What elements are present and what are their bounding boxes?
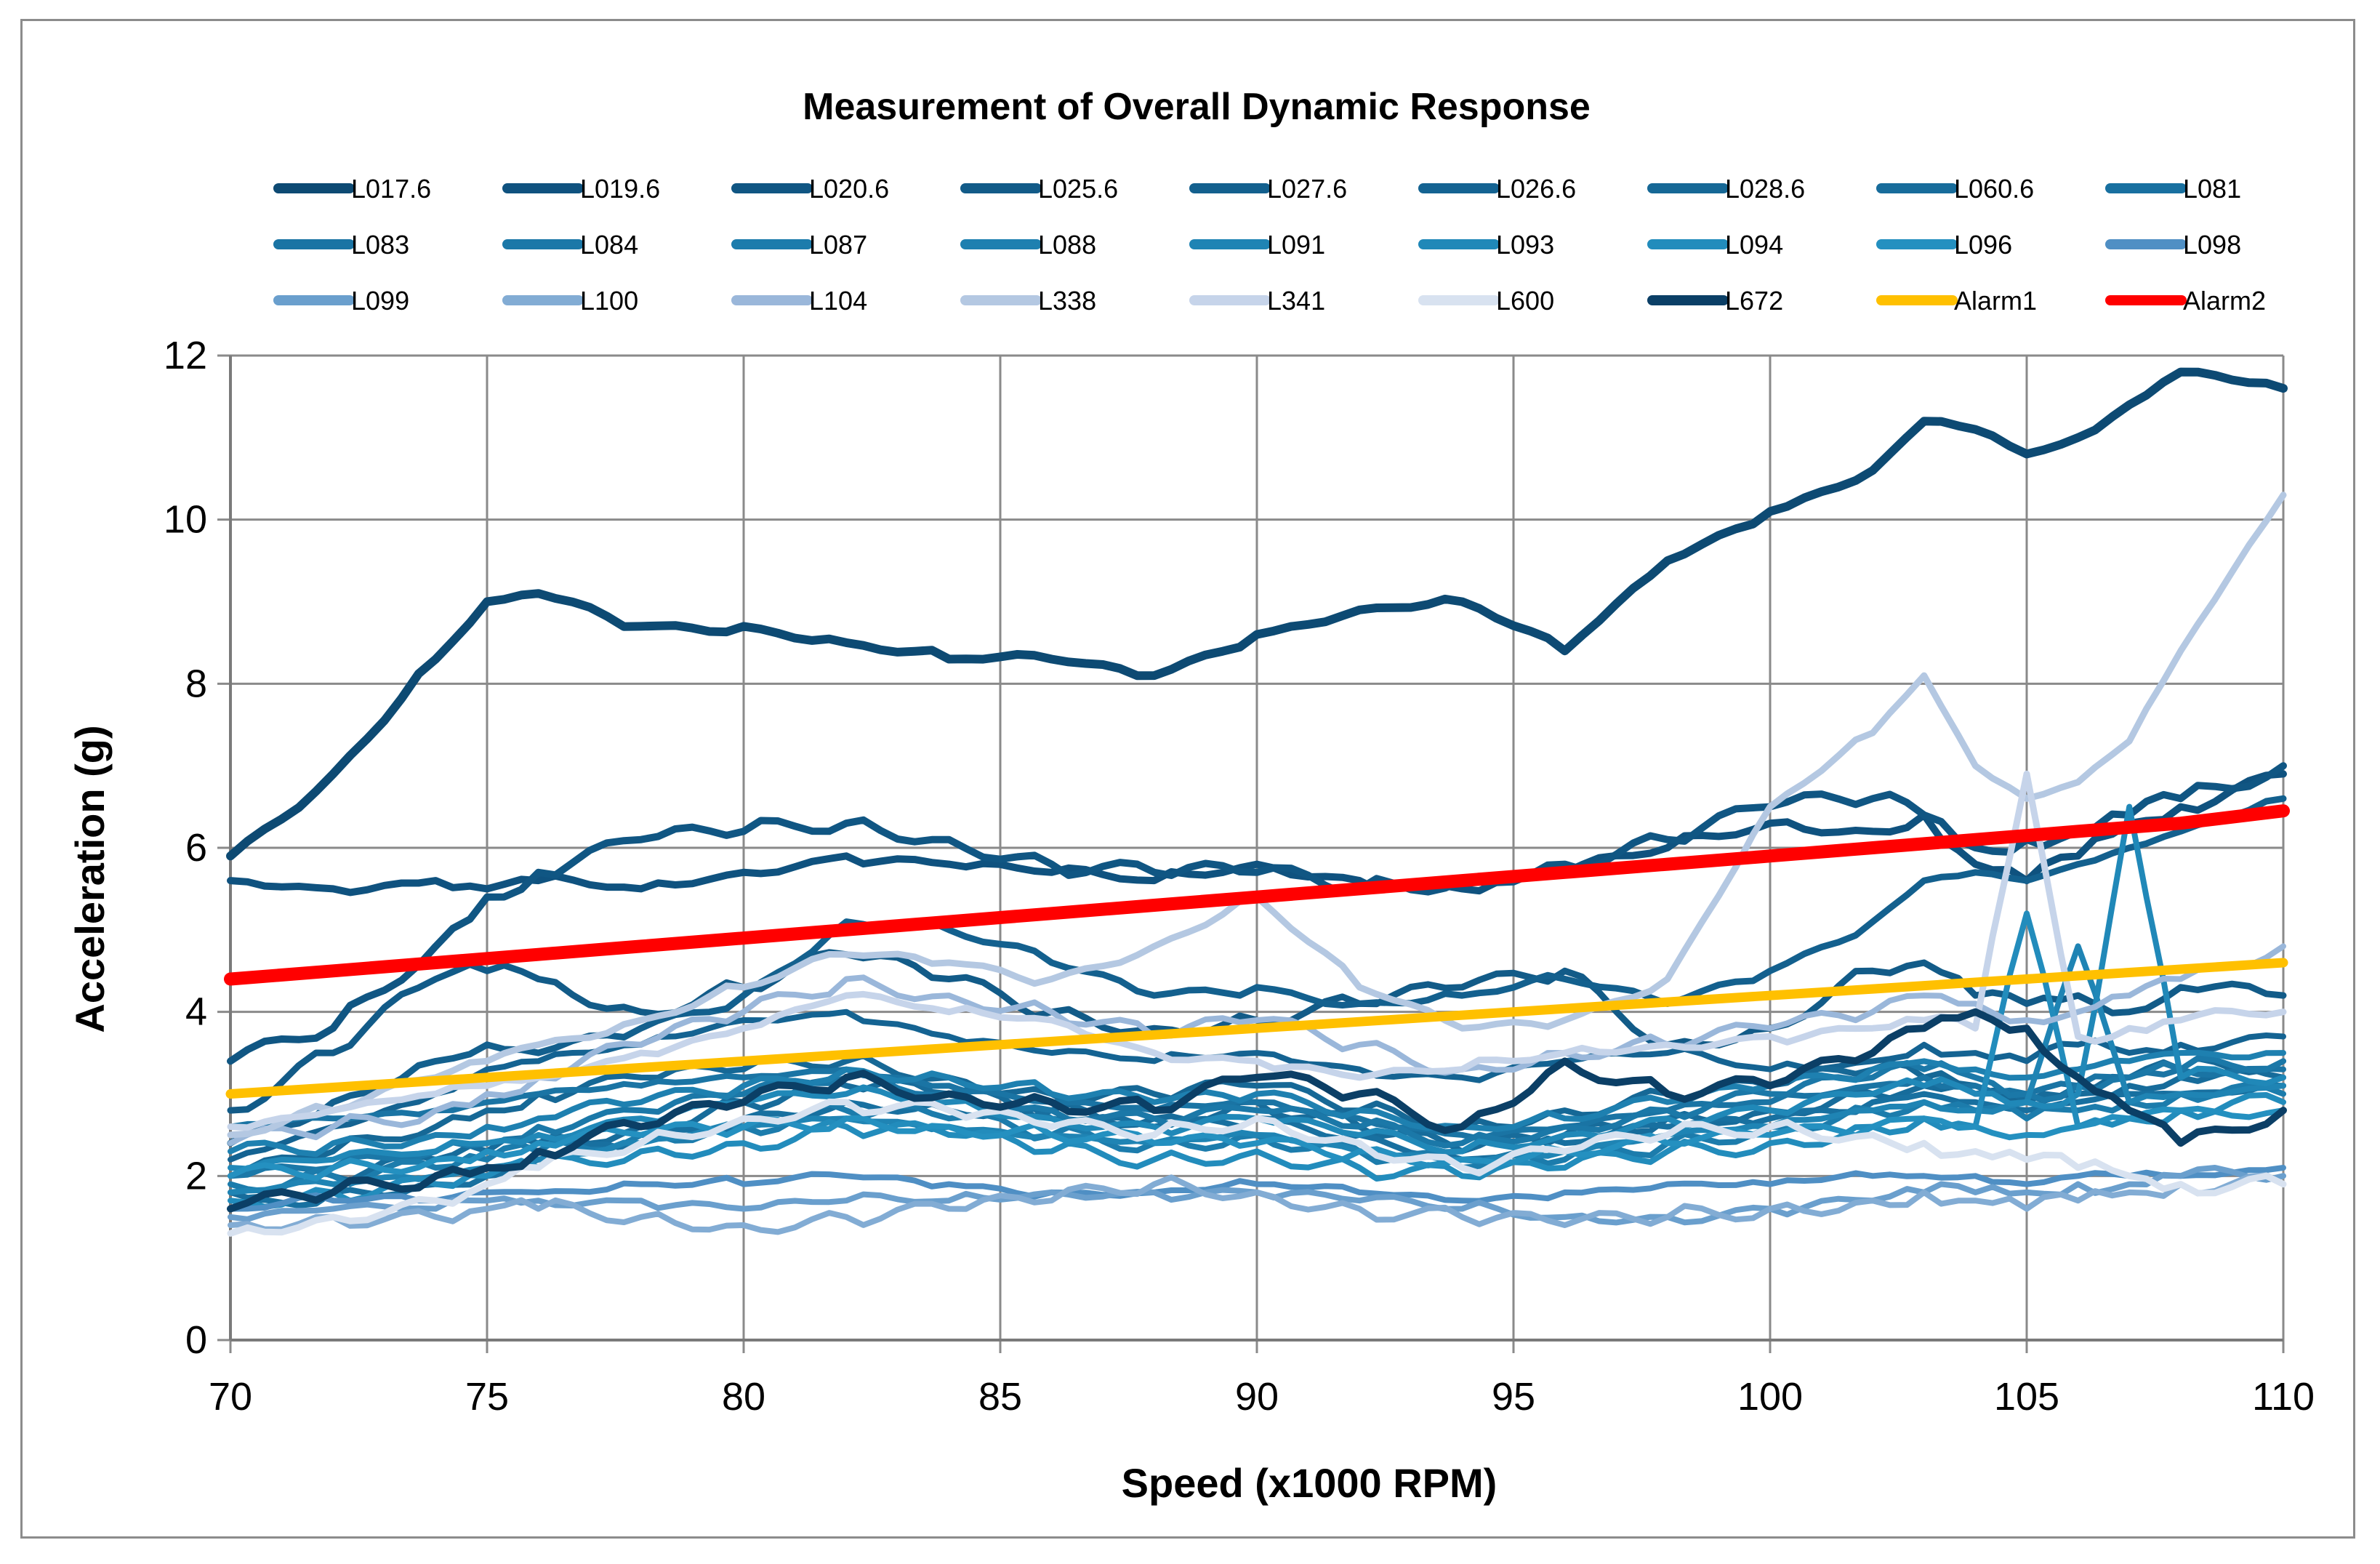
x-tick-label: 80 [722, 1375, 765, 1419]
x-tick-label: 110 [2252, 1375, 2315, 1419]
series-line-alarm2 [224, 804, 2290, 986]
chart-canvas: Measurement of Overall Dynamic Response … [67, 86, 2315, 1506]
legend-label: L019.6 [580, 174, 660, 204]
legend-label: L088 [1038, 230, 1096, 260]
legend-label: L341 [1267, 286, 1325, 316]
legend-label: L084 [580, 230, 638, 260]
series-line-l088 [228, 1049, 2286, 1158]
x-tick-label: 75 [465, 1375, 509, 1419]
legend-label: L025.6 [1038, 174, 1118, 204]
x-tick-label: 105 [1994, 1375, 2059, 1419]
chart-title: Measurement of Overall Dynamic Response [803, 86, 1591, 128]
series-line-l094 [228, 910, 2286, 1210]
legend-label: L099 [351, 286, 409, 316]
legend-label: L096 [1954, 230, 2012, 260]
series-line-alarm1 [225, 958, 2288, 1099]
series-line-l026-6 [228, 1008, 2286, 1163]
legend-label: L100 [580, 286, 638, 316]
y-tick-label: 4 [185, 990, 207, 1034]
legend-label: Alarm1 [1954, 286, 2037, 316]
legend-label: L087 [809, 230, 867, 260]
y-tick-label: 2 [185, 1154, 207, 1198]
legend-label: L083 [351, 230, 409, 260]
y-tick-label: 8 [185, 662, 207, 705]
legend-label: L017.6 [351, 174, 431, 204]
series-line-l083 [228, 1065, 2286, 1142]
x-axis-title: Speed (x1000 RPM) [1122, 1460, 1497, 1506]
y-tick-label: 6 [185, 826, 207, 870]
y-tick-label: 0 [185, 1318, 207, 1362]
x-tick-label: 70 [209, 1375, 252, 1419]
legend-label: L104 [809, 286, 867, 316]
legend-label: Alarm2 [2183, 286, 2266, 316]
legend-label: L060.6 [1954, 174, 2034, 204]
legend-label: L091 [1267, 230, 1325, 260]
x-tick-label: 85 [978, 1375, 1022, 1419]
legend-label: L081 [2183, 174, 2241, 204]
legend-label: L098 [2183, 230, 2241, 260]
legend-label: L093 [1496, 230, 1554, 260]
y-axis-title: Acceleration (g) [67, 725, 113, 1032]
series-line-l017-6 [226, 367, 2288, 861]
legend-label: L028.6 [1725, 174, 1805, 204]
series-line-l672 [227, 1008, 2287, 1213]
legend: L017.6 L019.6 L020.6 L025.6 L027.6 L026.6 L028… [273, 174, 2266, 316]
legend-label: L027.6 [1267, 174, 1347, 204]
tick-labels: 0 2 4 6 8 10 12 70 75 80 85 90 95 100 105 110 [164, 334, 2315, 1419]
x-tick-label: 95 [1492, 1375, 1535, 1419]
y-tick-label: 12 [164, 334, 207, 377]
legend-label: L600 [1496, 286, 1554, 316]
legend-label: L020.6 [809, 174, 889, 204]
series-line-l096 [228, 1105, 2286, 1182]
series-group [224, 367, 2290, 1237]
x-tick-label: 90 [1235, 1375, 1279, 1419]
legend-label: L026.6 [1496, 174, 1576, 204]
legend-label: L338 [1038, 286, 1096, 316]
y-tick-label: 10 [164, 498, 207, 542]
x-tick-label: 100 [1737, 1375, 1803, 1419]
chart-frame: Measurement of Overall Dynamic Response … [20, 19, 2355, 1539]
series-line-l098 [228, 1165, 2286, 1212]
series-line-l100 [228, 1172, 2286, 1235]
series-line-l600 [227, 1098, 2287, 1237]
series-line-l020-6 [227, 762, 2287, 1065]
legend-label: L094 [1725, 230, 1783, 260]
legend-label: L672 [1725, 286, 1783, 316]
